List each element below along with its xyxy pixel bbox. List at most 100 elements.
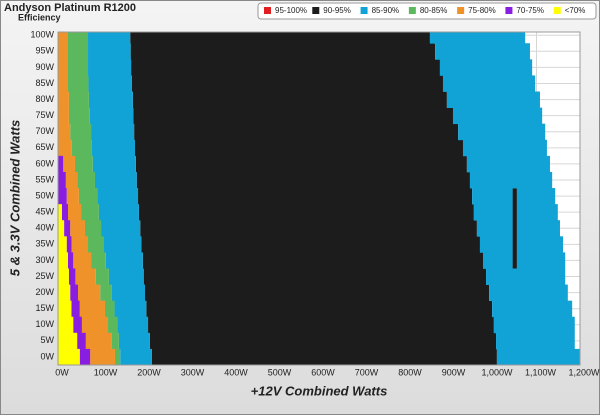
efficiency-cell	[73, 316, 82, 334]
y-tick-label: 40W	[35, 223, 54, 233]
efficiency-cell	[114, 300, 147, 318]
efficiency-cell	[91, 139, 135, 157]
y-tick-label: 15W	[35, 303, 54, 313]
efficiency-cell	[439, 59, 533, 76]
efficiency-cell	[63, 155, 75, 173]
y-tick-label: 55W	[35, 174, 54, 184]
x-tick-label: 600W	[311, 367, 335, 377]
efficiency-cell	[473, 204, 513, 221]
x-tick-label: 1,000W	[481, 367, 513, 377]
efficiency-cell	[88, 236, 104, 253]
efficiency-cell	[90, 348, 115, 366]
x-tick-label: 900W	[442, 367, 466, 377]
efficiency-cell	[68, 91, 89, 109]
efficiency-cell	[79, 300, 105, 318]
efficiency-cell	[71, 300, 80, 318]
efficiency-cell	[134, 123, 459, 141]
efficiency-cell	[148, 316, 494, 334]
efficiency-cell	[141, 236, 480, 253]
efficiency-cell	[58, 107, 69, 125]
efficiency-cell	[65, 171, 78, 189]
y-tick-label: 25W	[35, 271, 54, 281]
x-axis-label: +12V Combined Watts	[251, 383, 388, 398]
efficiency-cell	[58, 123, 71, 141]
efficiency-cell	[469, 171, 553, 189]
efficiency-cell	[58, 59, 69, 76]
legend-label: 85-90%	[372, 6, 400, 15]
legend-swatch	[312, 7, 320, 14]
efficiency-cell	[512, 220, 517, 237]
efficiency-cell	[114, 348, 121, 366]
efficiency-cell	[58, 155, 64, 173]
y-tick-label: 75W	[35, 110, 54, 120]
efficiency-cell	[97, 188, 139, 205]
efficiency-cell	[98, 204, 139, 221]
efficiency-cell	[496, 332, 575, 350]
efficiency-cell	[58, 188, 67, 205]
efficiency-cell	[442, 75, 536, 92]
efficiency-cell	[462, 139, 547, 157]
efficiency-cell	[143, 268, 487, 285]
efficiency-cell	[100, 284, 112, 302]
efficiency-cell	[68, 32, 89, 44]
efficiency-cell	[476, 220, 513, 237]
efficiency-cell	[77, 171, 95, 189]
efficiency-cell	[111, 284, 145, 302]
efficiency-cell	[482, 252, 513, 269]
efficiency-cell	[516, 220, 560, 237]
legend-swatch	[264, 7, 271, 14]
efficiency-cell	[58, 268, 69, 285]
efficiency-cell	[149, 332, 497, 350]
efficiency-cell	[85, 332, 112, 350]
efficiency-cell	[58, 284, 71, 302]
efficiency-cell	[95, 268, 109, 285]
efficiency-cell	[68, 59, 89, 76]
efficiency-cell	[131, 75, 443, 92]
y-tick-label: 100W	[30, 30, 54, 40]
efficiency-cell	[138, 188, 473, 205]
efficiency-cell	[492, 300, 573, 318]
efficiency-cell	[58, 139, 72, 157]
efficiency-cell	[91, 252, 106, 269]
y-tick-label: 0W	[41, 351, 55, 361]
efficiency-cell	[151, 348, 497, 366]
efficiency-cell	[58, 332, 78, 350]
efficiency-cell	[136, 171, 470, 189]
efficiency-cell	[516, 236, 564, 253]
efficiency-cell	[73, 252, 92, 269]
x-tick-label: 700W	[355, 367, 379, 377]
efficiency-cell	[88, 91, 133, 109]
efficiency-cell	[88, 75, 132, 92]
efficiency-cell	[70, 123, 92, 141]
efficiency-cell	[58, 32, 69, 44]
efficiency-cell	[145, 284, 490, 302]
efficiency-cell	[58, 75, 69, 92]
efficiency-cell	[58, 171, 66, 189]
efficiency-cell	[132, 91, 447, 109]
efficiency-cell	[118, 332, 150, 350]
efficiency-cell	[94, 171, 137, 189]
efficiency-cell	[489, 284, 568, 302]
efficiency-cell	[512, 204, 517, 221]
efficiency-cell	[74, 155, 93, 173]
efficiency-cell	[103, 236, 142, 253]
efficiency-cell	[516, 204, 558, 221]
efficiency-cell	[472, 188, 513, 205]
x-tick-label: 800W	[398, 367, 422, 377]
efficiency-cell	[71, 236, 89, 253]
efficiency-cell	[58, 252, 69, 269]
efficiency-cell	[466, 155, 550, 173]
efficiency-cell	[486, 268, 566, 285]
efficiency-cell	[68, 43, 89, 60]
y-tick-label: 65W	[35, 142, 54, 152]
efficiency-cell	[496, 348, 580, 366]
y-tick-label: 20W	[35, 287, 54, 297]
y-tick-label: 45W	[35, 207, 54, 217]
efficiency-cell	[101, 220, 141, 237]
efficiency-cell	[58, 316, 74, 334]
legend-label: <70%	[565, 6, 586, 15]
efficiency-cell	[131, 59, 440, 76]
y-axis-label: 5 & 3.3V Combined Watts	[7, 120, 22, 277]
efficiency-cell	[120, 348, 152, 366]
